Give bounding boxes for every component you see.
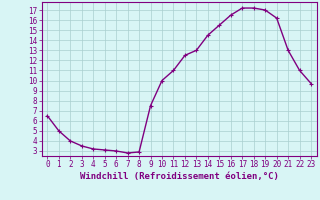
X-axis label: Windchill (Refroidissement éolien,°C): Windchill (Refroidissement éolien,°C) [80,172,279,181]
